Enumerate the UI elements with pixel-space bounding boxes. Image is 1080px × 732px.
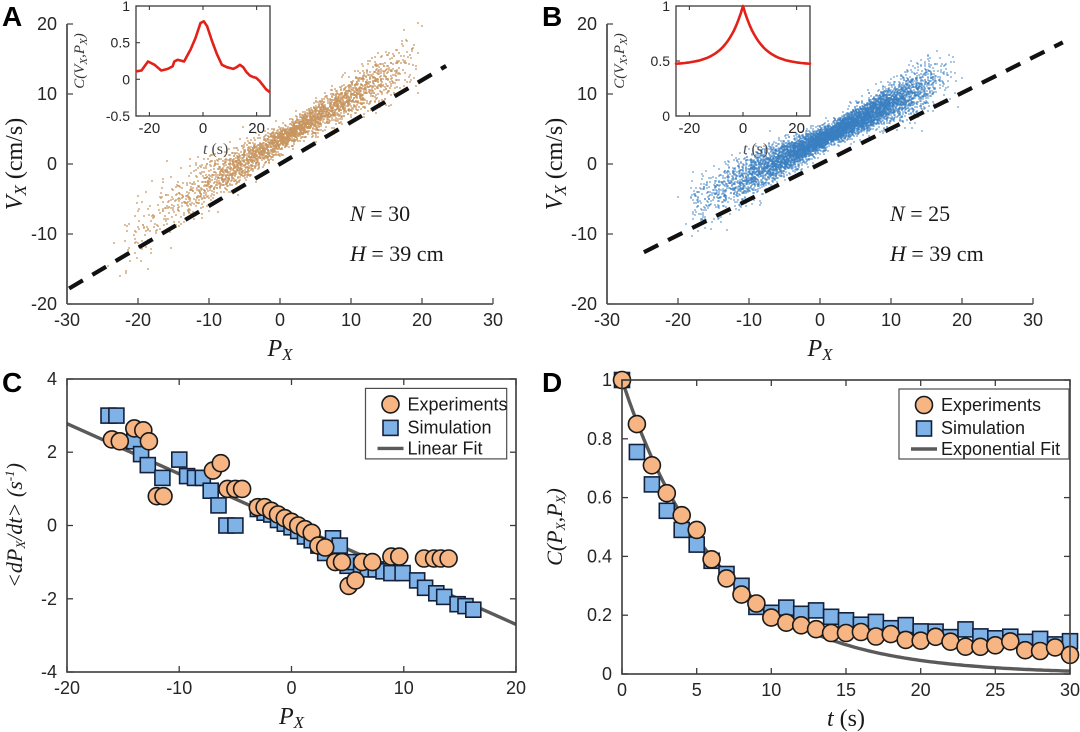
svg-text:10: 10 — [341, 310, 361, 330]
svg-text:-20: -20 — [139, 120, 161, 137]
svg-text:H = 39 cm: H = 39 cm — [349, 241, 444, 266]
svg-text:0: 0 — [275, 310, 285, 330]
svg-text:-0.5: -0.5 — [106, 108, 130, 124]
svg-text:1: 1 — [122, 0, 130, 14]
svg-text:20: 20 — [412, 310, 432, 330]
svg-text:20: 20 — [248, 120, 265, 137]
svg-text:B: B — [542, 1, 562, 32]
svg-text:N = 30: N = 30 — [349, 201, 410, 226]
svg-text:A: A — [2, 1, 22, 32]
svg-text:-20: -20 — [125, 310, 151, 330]
svg-text:-10: -10 — [196, 310, 222, 330]
svg-text:0.5: 0.5 — [111, 35, 131, 51]
svg-text:-30: -30 — [54, 310, 80, 330]
svg-text:-20: -20 — [31, 294, 57, 314]
svg-text:0: 0 — [47, 154, 57, 174]
svg-text:30: 30 — [483, 310, 503, 330]
svg-text:10: 10 — [37, 84, 57, 104]
svg-text:t (s): t (s) — [203, 141, 228, 158]
svg-text:0: 0 — [122, 71, 130, 87]
svg-text:20: 20 — [37, 14, 57, 34]
svg-text:-10: -10 — [31, 224, 57, 244]
svg-text:VX (cm/s): VX (cm/s) — [2, 118, 30, 210]
svg-text:0: 0 — [199, 120, 207, 137]
